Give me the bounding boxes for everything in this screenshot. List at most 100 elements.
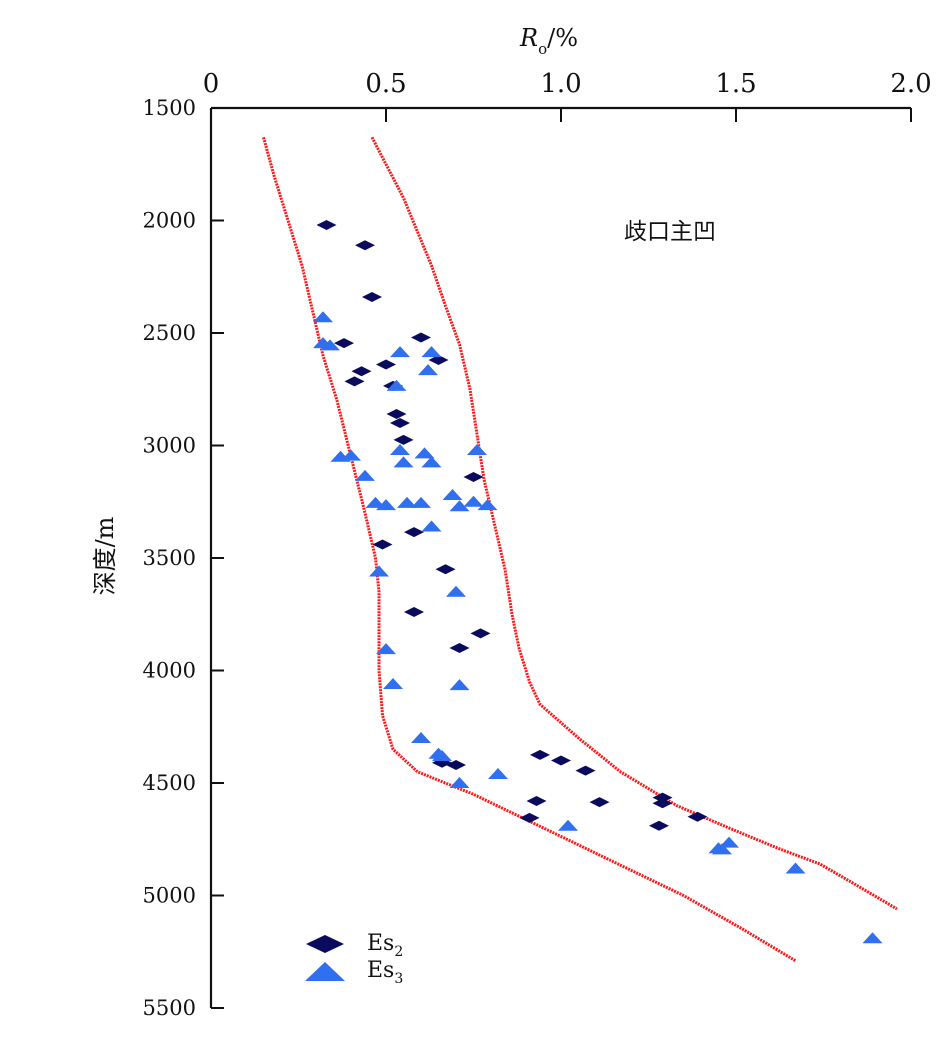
x-tick-label: 0.5 [365,69,406,99]
es2-point [649,820,669,831]
es3-point [442,489,463,500]
es2-point [344,376,365,387]
es3-point [421,346,442,358]
es3-point [421,520,442,532]
legend-es2-label: Es2 [367,931,403,960]
y-tick-label: 5000 [143,884,196,908]
es2-point [316,220,337,230]
y-tick-label: 4000 [143,659,196,683]
envelope-line-1 [262,136,797,963]
es2-point [386,409,407,419]
es3-point [449,500,470,512]
es2-point [334,338,354,349]
es3-point [414,447,435,459]
es2-point [463,472,484,482]
x-axis-title-sub: o [538,40,547,58]
legend-es2-main: Es [367,931,394,956]
es2-point [449,643,470,653]
es2-point [687,811,708,822]
y-ticks: 1500 2000 2500 3000 3500 4000 4500 5000 5500 [143,96,224,1020]
es3-point [397,496,417,508]
es2-point [404,527,424,538]
y-tick-label: 4500 [143,771,196,795]
es2-point [393,434,414,445]
es3-point [383,678,403,689]
legend: Es2 Es3 [305,931,403,987]
es2-point [519,812,540,823]
es3-point [421,456,442,468]
es3-point [390,444,410,455]
es3-point [488,768,508,779]
es3-point [418,364,438,376]
es3-point [393,456,414,468]
es2-point [652,792,673,803]
y-tick-label: 3500 [143,546,196,570]
es3-point [376,499,396,511]
es2-point [652,798,673,809]
es2-point [372,539,393,550]
es2-point [589,797,610,808]
es2-point [575,765,596,776]
y-tick-label: 1500 [143,96,196,120]
x-tick-label: 2.0 [890,69,931,99]
es2-point [526,796,547,806]
es3-point [719,836,739,848]
legend-es3-label: Es3 [367,958,403,987]
es3-point [862,932,883,944]
es2-point [428,355,449,365]
y-axis-title: 深度/m [91,516,119,595]
es3-point [477,499,498,511]
x-axis-title: Ro/% [519,24,578,58]
es3-point [390,346,410,358]
es3-point [341,449,361,461]
es3-point [411,732,431,743]
es2-point [411,332,431,343]
x-tick-label: 1.0 [540,69,581,99]
x-tick-label: 0 [203,69,220,99]
es3-point [785,862,806,874]
legend-es2-marker [306,935,344,953]
es2-point [351,366,372,377]
x-axis-title-main: R [519,24,538,52]
es2-point [390,418,410,428]
es2-point [551,755,571,766]
es3-point [355,469,375,481]
es2-point [530,749,550,760]
es3-point [313,311,333,323]
x-ticks: 0 0.5 1.0 1.5 2.0 [203,69,932,122]
legend-es2-sub: 2 [394,944,403,960]
legend-es3-main: Es [367,958,394,983]
envelope-lines [262,136,898,963]
es2-point [435,564,456,575]
es3-point [463,495,484,507]
es3-point [411,496,431,508]
legend-es3-sub: 3 [394,971,403,987]
x-tick-label: 1.5 [715,69,756,99]
es3-point [369,565,389,577]
es3-point [386,379,407,391]
y-tick-label: 2500 [143,321,196,345]
es3-point [449,679,470,691]
es3-point [320,339,340,351]
x-axis-title-unit: /% [547,24,578,52]
es2-point [362,292,382,302]
es3-point [449,777,470,788]
y-tick-label: 5500 [143,996,196,1020]
es3-point [365,496,386,508]
es3-point [446,585,466,597]
es2-point [446,760,466,770]
es3-point [467,444,487,455]
es3-point [712,843,732,855]
es2-point [470,628,491,639]
es2-point [376,359,396,370]
legend-es3-marker [305,962,345,981]
es2-point [404,607,424,617]
region-annotation: 歧口主凹 [624,219,716,245]
es3-point [432,750,452,761]
es2-point [355,240,375,251]
data-points [313,220,883,944]
y-tick-label: 2000 [143,209,196,233]
es3-point [558,819,578,831]
y-tick-label: 3000 [143,434,196,458]
